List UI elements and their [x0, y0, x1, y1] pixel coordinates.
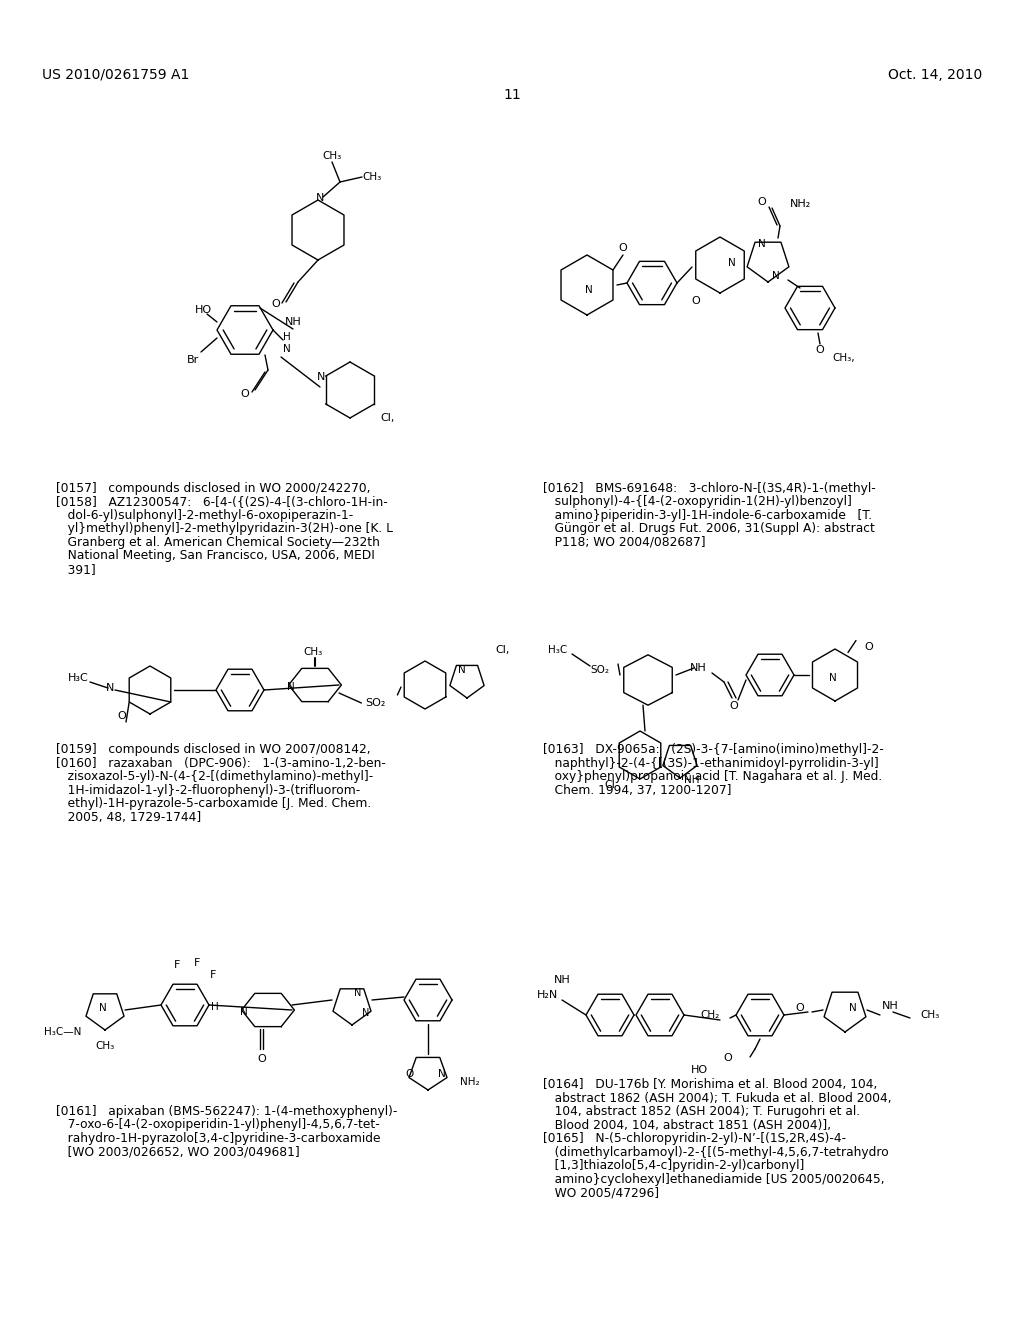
Text: amino}cyclohexyl]ethanediamide [US 2005/0020645,: amino}cyclohexyl]ethanediamide [US 2005/…	[543, 1173, 885, 1185]
Text: [WO 2003/026652, WO 2003/049681]: [WO 2003/026652, WO 2003/049681]	[56, 1146, 300, 1159]
Text: N: N	[240, 1007, 248, 1016]
Text: 391]: 391]	[56, 562, 96, 576]
Text: (dimethylcarbamoyl)-2-{[(5-methyl-4,5,6,7-tetrahydro: (dimethylcarbamoyl)-2-{[(5-methyl-4,5,6,…	[543, 1146, 889, 1159]
Text: HO: HO	[691, 1065, 708, 1074]
Text: N: N	[829, 673, 837, 682]
Text: N: N	[585, 285, 593, 294]
Text: Güngör et al. Drugs Fut. 2006, 31(Suppl A): abstract: Güngör et al. Drugs Fut. 2006, 31(Suppl …	[543, 523, 874, 536]
Text: O: O	[816, 345, 824, 355]
Text: F: F	[194, 958, 200, 968]
Text: Blood 2004, 104, abstract 1851 (ASH 2004)],: Blood 2004, 104, abstract 1851 (ASH 2004…	[543, 1119, 830, 1133]
Text: 104, abstract 1852 (ASH 2004); T. Furugohri et al.: 104, abstract 1852 (ASH 2004); T. Furugo…	[543, 1105, 860, 1118]
Text: Granberg et al. American Chemical Society—232th: Granberg et al. American Chemical Societ…	[56, 536, 380, 549]
Text: F: F	[174, 960, 180, 970]
Text: H: H	[211, 1002, 219, 1012]
Text: NH: NH	[684, 775, 699, 785]
Text: O: O	[241, 389, 250, 399]
Text: H₂N: H₂N	[538, 990, 559, 1001]
Text: [0159]   compounds disclosed in WO 2007/008142,: [0159] compounds disclosed in WO 2007/00…	[56, 743, 371, 756]
Text: N: N	[458, 665, 466, 675]
Text: N: N	[316, 372, 325, 381]
Text: CH₃: CH₃	[362, 172, 382, 182]
Text: abstract 1862 (ASH 2004); T. Fukuda et al. Blood 2004,: abstract 1862 (ASH 2004); T. Fukuda et a…	[543, 1092, 891, 1105]
Text: [0165]   N-(5-chloropyridin-2-yl)-N’-[(1S,2R,4S)-4-: [0165] N-(5-chloropyridin-2-yl)-N’-[(1S,…	[543, 1133, 846, 1146]
Text: yl}methyl)phenyl]-2-methylpyridazin-3(2H)-one [K. L: yl}methyl)phenyl]-2-methylpyridazin-3(2H…	[56, 523, 393, 536]
Text: [0160]   razaxaban   (DPC-906):   1-(3-amino-1,2-ben-: [0160] razaxaban (DPC-906): 1-(3-amino-1…	[56, 756, 386, 770]
Text: N: N	[438, 1069, 445, 1078]
Text: dol-6-yl)sulphonyl]-2-methyl-6-oxopiperazin-1-: dol-6-yl)sulphonyl]-2-methyl-6-oxopipera…	[56, 508, 353, 521]
Text: naphthyl}-2-(4-{[(3S)-1-ethanimidoyl-pyrrolidin-3-yl]: naphthyl}-2-(4-{[(3S)-1-ethanimidoyl-pyr…	[543, 756, 879, 770]
Text: [0157]   compounds disclosed in WO 2000/242270,: [0157] compounds disclosed in WO 2000/24…	[56, 482, 371, 495]
Text: CH₂: CH₂	[700, 1010, 720, 1020]
Text: amino}piperidin-3-yl]-1H-indole-6-carboxamide   [T.: amino}piperidin-3-yl]-1H-indole-6-carbox…	[543, 508, 871, 521]
Text: NH: NH	[554, 975, 570, 985]
Text: O: O	[618, 243, 628, 253]
Text: N: N	[849, 1003, 857, 1012]
Text: F: F	[210, 970, 216, 979]
Text: rahydro-1H-pyrazolo[3,4-c]pyridine-3-carboxamide: rahydro-1H-pyrazolo[3,4-c]pyridine-3-car…	[56, 1131, 381, 1144]
Text: N: N	[99, 1003, 106, 1012]
Text: CH₃: CH₃	[920, 1010, 939, 1020]
Text: [0163]   DX-9065a:   (2S)-3-{7-[amino(imino)methyl]-2-: [0163] DX-9065a: (2S)-3-{7-[amino(imino)…	[543, 743, 884, 756]
Text: CH₃,: CH₃,	[831, 352, 855, 363]
Text: O: O	[258, 1055, 266, 1064]
Text: Oct. 14, 2010: Oct. 14, 2010	[888, 69, 982, 82]
Text: Chem. 1994, 37, 1200-1207]: Chem. 1994, 37, 1200-1207]	[543, 784, 731, 797]
Text: SO₂: SO₂	[366, 698, 386, 708]
Text: CH₃: CH₃	[323, 150, 342, 161]
Text: oxy}phenyl)propanoic acid [T. Nagahara et al. J. Med.: oxy}phenyl)propanoic acid [T. Nagahara e…	[543, 770, 882, 783]
Text: H
N: H N	[283, 333, 291, 354]
Text: H₃C: H₃C	[68, 673, 89, 682]
Text: NH: NH	[882, 1001, 899, 1011]
Text: CH₃: CH₃	[95, 1041, 115, 1051]
Text: zisoxazol-5-yl)-N-(4-{2-[(dimethylamino)-methyl]-: zisoxazol-5-yl)-N-(4-{2-[(dimethylamino)…	[56, 770, 374, 783]
Text: O: O	[796, 1003, 805, 1012]
Text: O: O	[691, 296, 700, 306]
Text: NH₂: NH₂	[460, 1077, 479, 1086]
Text: O: O	[864, 642, 873, 652]
Text: Cl,: Cl,	[495, 645, 509, 655]
Text: NH: NH	[285, 317, 301, 327]
Text: [1,3]thiazolo[5,4-c]pyridin-2-yl)carbonyl]: [1,3]thiazolo[5,4-c]pyridin-2-yl)carbony…	[543, 1159, 804, 1172]
Text: CH₃: CH₃	[303, 647, 323, 657]
Text: US 2010/0261759 A1: US 2010/0261759 A1	[42, 69, 189, 82]
Text: [0161]   apixaban (BMS-562247): 1-(4-methoxyphenyl)-: [0161] apixaban (BMS-562247): 1-(4-metho…	[56, 1105, 397, 1118]
Text: Cl,: Cl,	[381, 413, 395, 422]
Text: H₃C—N: H₃C—N	[44, 1027, 81, 1038]
Text: Br: Br	[186, 355, 199, 366]
Text: N: N	[758, 239, 766, 249]
Text: SO₂: SO₂	[591, 665, 609, 675]
Text: ethyl)-1H-pyrazole-5-carboxamide [J. Med. Chem.: ethyl)-1H-pyrazole-5-carboxamide [J. Med…	[56, 797, 372, 810]
Text: National Meeting, San Francisco, USA, 2006, MEDI: National Meeting, San Francisco, USA, 20…	[56, 549, 375, 562]
Text: NH₂: NH₂	[790, 199, 811, 209]
Text: [0158]   AZ12300547:   6-[4-({(2S)-4-[(3-chloro-1H-in-: [0158] AZ12300547: 6-[4-({(2S)-4-[(3-chl…	[56, 495, 388, 508]
Text: 1H-imidazol-1-yl}-2-fluorophenyl)-3-(trifluorom-: 1H-imidazol-1-yl}-2-fluorophenyl)-3-(tri…	[56, 784, 360, 797]
Text: 7-oxo-6-[4-(2-oxopiperidin-1-yl)phenyl]-4,5,6,7-tet-: 7-oxo-6-[4-(2-oxopiperidin-1-yl)phenyl]-…	[56, 1118, 380, 1131]
Text: N: N	[728, 257, 736, 268]
Text: O: O	[758, 197, 766, 207]
Text: N: N	[772, 271, 780, 281]
Text: O: O	[406, 1069, 414, 1078]
Text: HO: HO	[195, 305, 212, 315]
Text: 2005, 48, 1729-1744]: 2005, 48, 1729-1744]	[56, 810, 202, 824]
Text: NH: NH	[689, 663, 707, 673]
Text: O: O	[730, 701, 738, 711]
Text: N: N	[354, 987, 361, 998]
Text: N: N	[105, 682, 115, 693]
Text: N: N	[362, 1008, 370, 1018]
Text: H₃C: H₃C	[548, 645, 567, 655]
Text: O: O	[724, 1053, 732, 1063]
Text: [0162]   BMS-691648:   3-chloro-N-[(3S,4R)-1-(methyl-: [0162] BMS-691648: 3-chloro-N-[(3S,4R)-1…	[543, 482, 876, 495]
Text: O: O	[271, 300, 281, 309]
Text: P118; WO 2004/082687]: P118; WO 2004/082687]	[543, 536, 706, 549]
Text: N: N	[315, 193, 325, 203]
Text: N: N	[287, 682, 295, 692]
Text: [0164]   DU-176b [Y. Morishima et al. Blood 2004, 104,: [0164] DU-176b [Y. Morishima et al. Bloo…	[543, 1078, 878, 1092]
Text: Cl: Cl	[604, 780, 614, 789]
Text: WO 2005/47296]: WO 2005/47296]	[543, 1187, 658, 1200]
Text: O: O	[118, 711, 126, 721]
Text: 11: 11	[503, 88, 521, 102]
Text: sulphonyl)-4-{[4-(2-oxopyridin-1(2H)-yl)benzoyl]: sulphonyl)-4-{[4-(2-oxopyridin-1(2H)-yl)…	[543, 495, 852, 508]
